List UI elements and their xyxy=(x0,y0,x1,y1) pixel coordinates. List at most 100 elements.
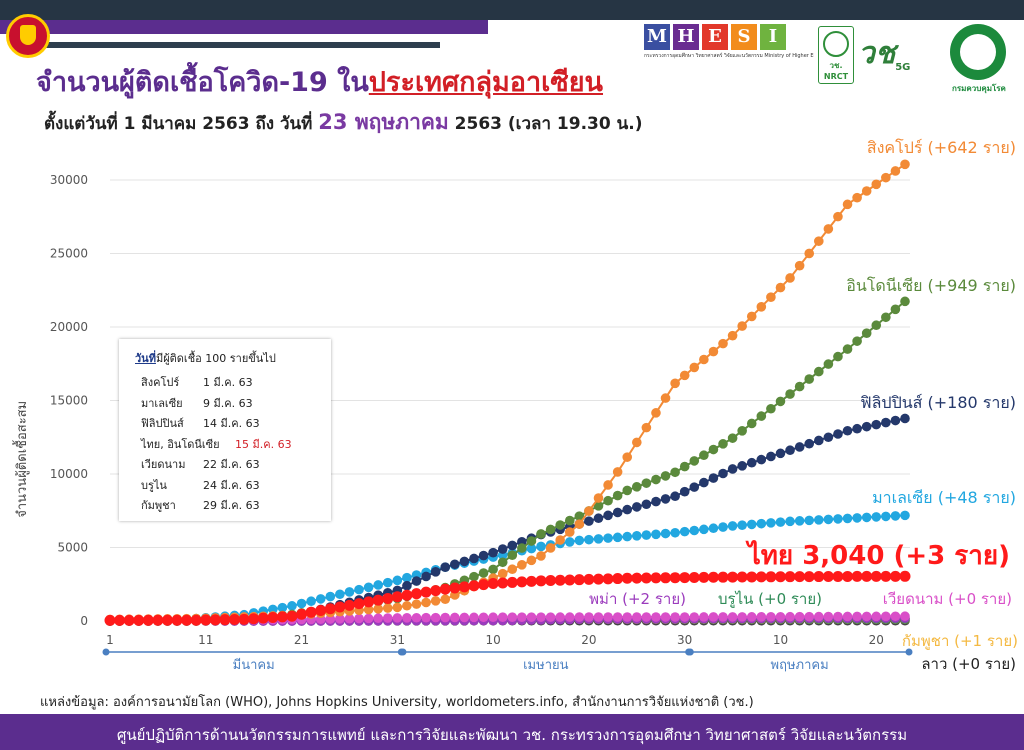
data-point xyxy=(421,612,431,623)
footer-bar: ศูนย์ปฏิบัติการด้านนวัตกรรมการแพทย์ และก… xyxy=(0,714,1024,750)
data-point xyxy=(852,611,862,622)
data-point xyxy=(564,612,575,622)
data-point xyxy=(392,602,403,613)
data-point xyxy=(699,450,709,461)
data-point xyxy=(641,612,652,622)
data-point xyxy=(804,248,815,259)
data-point xyxy=(900,159,910,170)
data-point xyxy=(756,518,767,529)
data-point xyxy=(421,597,431,608)
data-point xyxy=(785,445,795,456)
data-point xyxy=(833,514,843,524)
data-point xyxy=(861,611,872,622)
data-point xyxy=(123,614,135,626)
data-point xyxy=(525,575,537,587)
data-point xyxy=(718,612,728,622)
y-tick-label: 20000 xyxy=(50,320,88,334)
data-point xyxy=(689,525,700,536)
data-point xyxy=(593,534,604,544)
data-point xyxy=(373,613,383,624)
data-point xyxy=(181,614,193,626)
data-point xyxy=(794,516,805,526)
threshold-date: 9 มี.ค. 63 xyxy=(203,396,253,410)
data-point xyxy=(737,520,747,530)
data-point xyxy=(306,596,316,607)
data-point xyxy=(660,528,671,539)
data-point xyxy=(766,518,776,528)
data-point xyxy=(823,359,834,369)
data-point xyxy=(890,611,901,622)
data-point xyxy=(334,601,346,613)
data-point xyxy=(650,572,662,584)
data-point xyxy=(708,444,719,455)
data-point xyxy=(669,572,681,584)
data-point xyxy=(335,589,345,600)
data-point xyxy=(535,575,547,587)
data-point xyxy=(526,612,537,622)
data-point xyxy=(737,461,747,471)
threshold-date: 29 มี.ค. 63 xyxy=(203,499,260,512)
series-label: เวียดนาม (+0 ราย) xyxy=(883,590,1012,608)
data-point xyxy=(564,515,575,526)
data-point xyxy=(584,516,594,526)
month-axis-dot xyxy=(399,648,407,656)
data-point xyxy=(478,612,489,623)
threshold-row: กัมพูชา 29 มี.ค. 63 xyxy=(141,496,260,514)
data-point xyxy=(707,571,719,583)
threshold-date: 1 มี.ค. 63 xyxy=(203,376,253,389)
data-point xyxy=(670,527,680,538)
data-point xyxy=(766,403,776,414)
data-point xyxy=(660,572,672,584)
data-point xyxy=(296,608,308,620)
data-point xyxy=(343,599,355,611)
threshold-country: สิงคโปร์ xyxy=(141,376,180,389)
data-point xyxy=(746,311,757,322)
data-point xyxy=(516,576,528,588)
data-point xyxy=(622,504,633,515)
data-point xyxy=(727,464,738,474)
data-point xyxy=(133,614,145,626)
data-point xyxy=(305,606,317,618)
data-point xyxy=(765,571,777,583)
data-point xyxy=(804,515,815,526)
month-axis-dot xyxy=(686,648,694,656)
data-point xyxy=(708,612,719,622)
data-point xyxy=(717,571,729,583)
data-point xyxy=(756,411,767,421)
data-point xyxy=(392,575,403,586)
data-point xyxy=(449,582,461,594)
threshold-row: มาเลเซีย 9 มี.ค. 63 xyxy=(141,394,253,412)
data-point xyxy=(488,612,498,623)
data-point xyxy=(411,599,422,609)
data-point xyxy=(497,612,508,623)
data-point xyxy=(325,614,336,624)
data-point xyxy=(354,584,364,595)
data-point xyxy=(344,613,355,624)
data-point xyxy=(842,513,853,524)
data-point xyxy=(257,612,269,624)
data-point xyxy=(536,612,546,622)
threshold-row: ไทย, อินโดนีเซีย 15 มี.ค. 63 xyxy=(141,435,292,453)
data-point xyxy=(899,570,911,582)
data-point xyxy=(718,338,728,349)
data-point xyxy=(679,370,690,381)
data-point xyxy=(689,362,700,373)
data-point xyxy=(890,304,901,315)
threshold-row: เวียดนาม 22 มี.ค. 63 xyxy=(141,455,260,473)
data-point xyxy=(861,512,872,523)
x-tick-label: 10 xyxy=(485,633,500,647)
data-point xyxy=(392,613,403,623)
data-point xyxy=(593,513,604,524)
data-point xyxy=(171,614,183,626)
data-point xyxy=(296,598,307,609)
data-point xyxy=(104,614,116,626)
month-label: พฤษภาคม xyxy=(771,658,829,673)
data-point xyxy=(402,613,412,623)
data-point xyxy=(651,408,661,418)
threshold-date-box: วันที่มีผู้ติดเชื้อ 100 รายขึ้นไป สิงคโป… xyxy=(119,339,331,521)
data-point xyxy=(670,378,680,389)
data-point xyxy=(612,490,623,501)
data-point xyxy=(411,588,423,600)
data-point xyxy=(324,603,336,615)
